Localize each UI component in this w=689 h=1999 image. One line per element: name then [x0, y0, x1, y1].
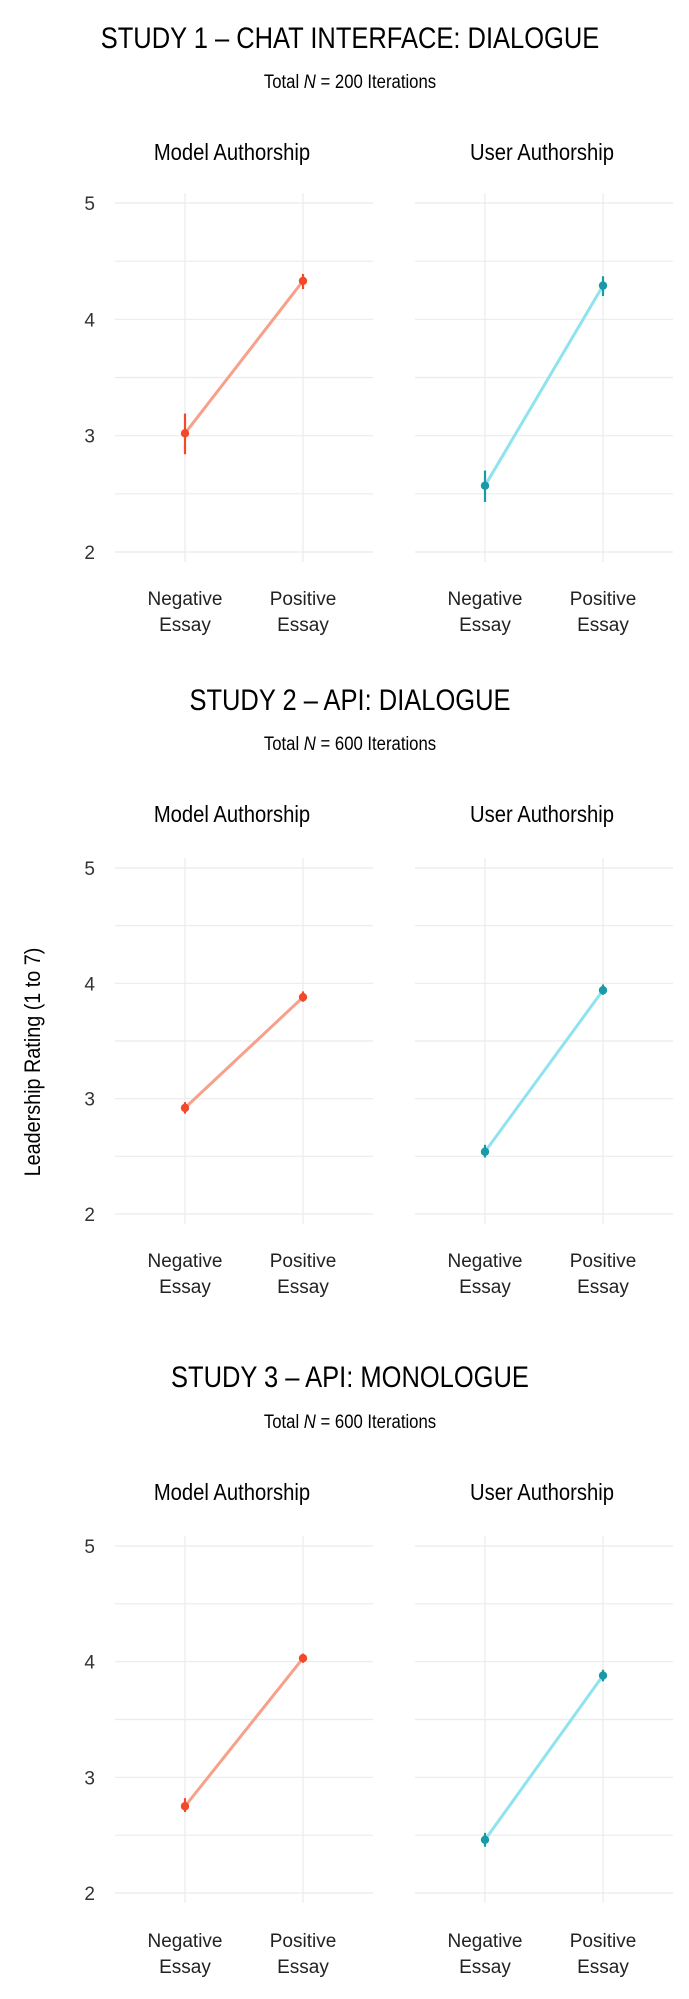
x-category-label: Positive	[570, 589, 637, 610]
x-category-label: Negative	[148, 1931, 223, 1952]
data-point	[298, 1653, 308, 1663]
x-category-label: Positive	[270, 1931, 337, 1952]
panel-user-authorship: User Authorship Negative Essay Positive Essa…	[415, 801, 673, 1298]
x-category-label: Essay	[459, 1277, 511, 1298]
x-category-label: Essay	[577, 1277, 629, 1298]
study-title: STUDY 1 – CHAT INTERFACE: DIALOGUE	[101, 21, 600, 54]
x-category-label: Essay	[159, 1957, 211, 1978]
series-line	[183, 280, 305, 435]
y-tick-label: 4	[84, 974, 95, 995]
data-point	[598, 986, 608, 995]
data-point	[598, 1671, 608, 1680]
y-axis-label: Leadership Rating (1 to 7)	[21, 948, 45, 1177]
x-category-label: Positive	[570, 1931, 637, 1952]
data-point	[180, 1802, 190, 1811]
y-tick-label: 4	[84, 1653, 95, 1674]
y-tick-label: 3	[84, 1768, 95, 1789]
study-subtitle: Total N = 600 Iterations	[264, 733, 436, 754]
panel-user-authorship: User Authorship Negative Essay Positive Essa…	[415, 1479, 673, 1978]
panel-model-authorship: Model Authorship 2 3 4 5 Negative Essay Positiv…	[84, 801, 373, 1298]
x-category-label: Negative	[148, 589, 223, 610]
study-title: STUDY 3 – API: MONOLOGUE	[171, 1360, 529, 1393]
data-point	[298, 276, 308, 286]
x-category-label: Negative	[448, 589, 523, 610]
study-subtitle: Total N = 600 Iterations	[264, 1411, 436, 1432]
x-category-label: Essay	[459, 1957, 511, 1978]
subtitle-prefix: Total	[264, 733, 304, 754]
panel-model-authorship: Model Authorship 2 3 4 5 Negative Essay Positiv…	[84, 139, 373, 636]
series-line	[483, 284, 605, 487]
subtitle-n: N	[304, 733, 316, 754]
x-category-label: Essay	[277, 1957, 329, 1978]
x-category-label: Essay	[459, 615, 511, 636]
y-tick-label: 2	[84, 1884, 95, 1905]
y-tick-label: 3	[84, 1090, 95, 1111]
data-point	[480, 481, 490, 490]
x-category-label: Negative	[148, 1251, 223, 1272]
data-point	[180, 429, 190, 438]
data-point	[480, 1147, 490, 1156]
y-tick-label: 4	[84, 310, 95, 331]
x-category-label: Essay	[577, 615, 629, 636]
series-line	[183, 1657, 305, 1808]
study-2-chart: STUDY 2 – API: DIALOGUE Total N = 600 Ite…	[84, 683, 673, 1298]
panel-title: Model Authorship	[154, 139, 310, 166]
study-title: STUDY 2 – API: DIALOGUE	[189, 683, 510, 716]
study-1-chart: STUDY 1 – CHAT INTERFACE: DIALOGUE Total …	[84, 21, 673, 636]
data-point	[180, 1103, 190, 1113]
study-3-chart: STUDY 3 – API: MONOLOGUE Total N = 600 It…	[84, 1360, 673, 1978]
x-category-label: Essay	[159, 1277, 211, 1298]
series-line	[483, 989, 605, 1153]
x-category-label: Essay	[577, 1957, 629, 1978]
panel-title: User Authorship	[470, 1479, 614, 1506]
x-category-label: Essay	[277, 615, 329, 636]
x-category-label: Negative	[448, 1251, 523, 1272]
x-category-label: Positive	[270, 589, 337, 610]
y-tick-label: 3	[84, 427, 95, 448]
series-line	[183, 996, 305, 1109]
panel-model-authorship: Model Authorship 2 3 4 5 Negative Essay Positiv…	[84, 1479, 373, 1978]
panel-user-authorship: User Authorship Negative Essay Positive Essa…	[415, 139, 673, 636]
panel-title: User Authorship	[470, 801, 614, 828]
x-category-label: Essay	[159, 615, 211, 636]
x-category-label: Negative	[448, 1931, 523, 1952]
y-tick-label: 5	[84, 859, 95, 880]
data-point	[298, 992, 308, 1002]
subtitle-suffix: = 600 Iterations	[316, 733, 436, 754]
x-category-label: Positive	[270, 1251, 337, 1272]
y-tick-label: 5	[84, 1537, 95, 1558]
data-point	[480, 1835, 490, 1844]
series-line	[483, 1674, 605, 1841]
panel-title: Model Authorship	[154, 801, 310, 828]
y-tick-label: 5	[84, 194, 95, 215]
subtitle-suffix: = 600 Iterations	[316, 1411, 436, 1432]
subtitle-prefix: Total	[264, 1411, 304, 1432]
subtitle-prefix: Total	[264, 71, 304, 92]
y-tick-label: 2	[84, 543, 95, 564]
x-category-label: Positive	[570, 1251, 637, 1272]
subtitle-suffix: = 200 Iterations	[316, 71, 436, 92]
study-subtitle: Total N = 200 Iterations	[264, 71, 436, 92]
x-category-label: Essay	[277, 1277, 329, 1298]
data-point	[598, 281, 608, 290]
subtitle-n: N	[304, 1411, 316, 1432]
subtitle-n: N	[304, 71, 316, 92]
panel-title: Model Authorship	[154, 1479, 310, 1506]
panel-title: User Authorship	[470, 139, 614, 166]
y-tick-label: 2	[84, 1205, 95, 1226]
